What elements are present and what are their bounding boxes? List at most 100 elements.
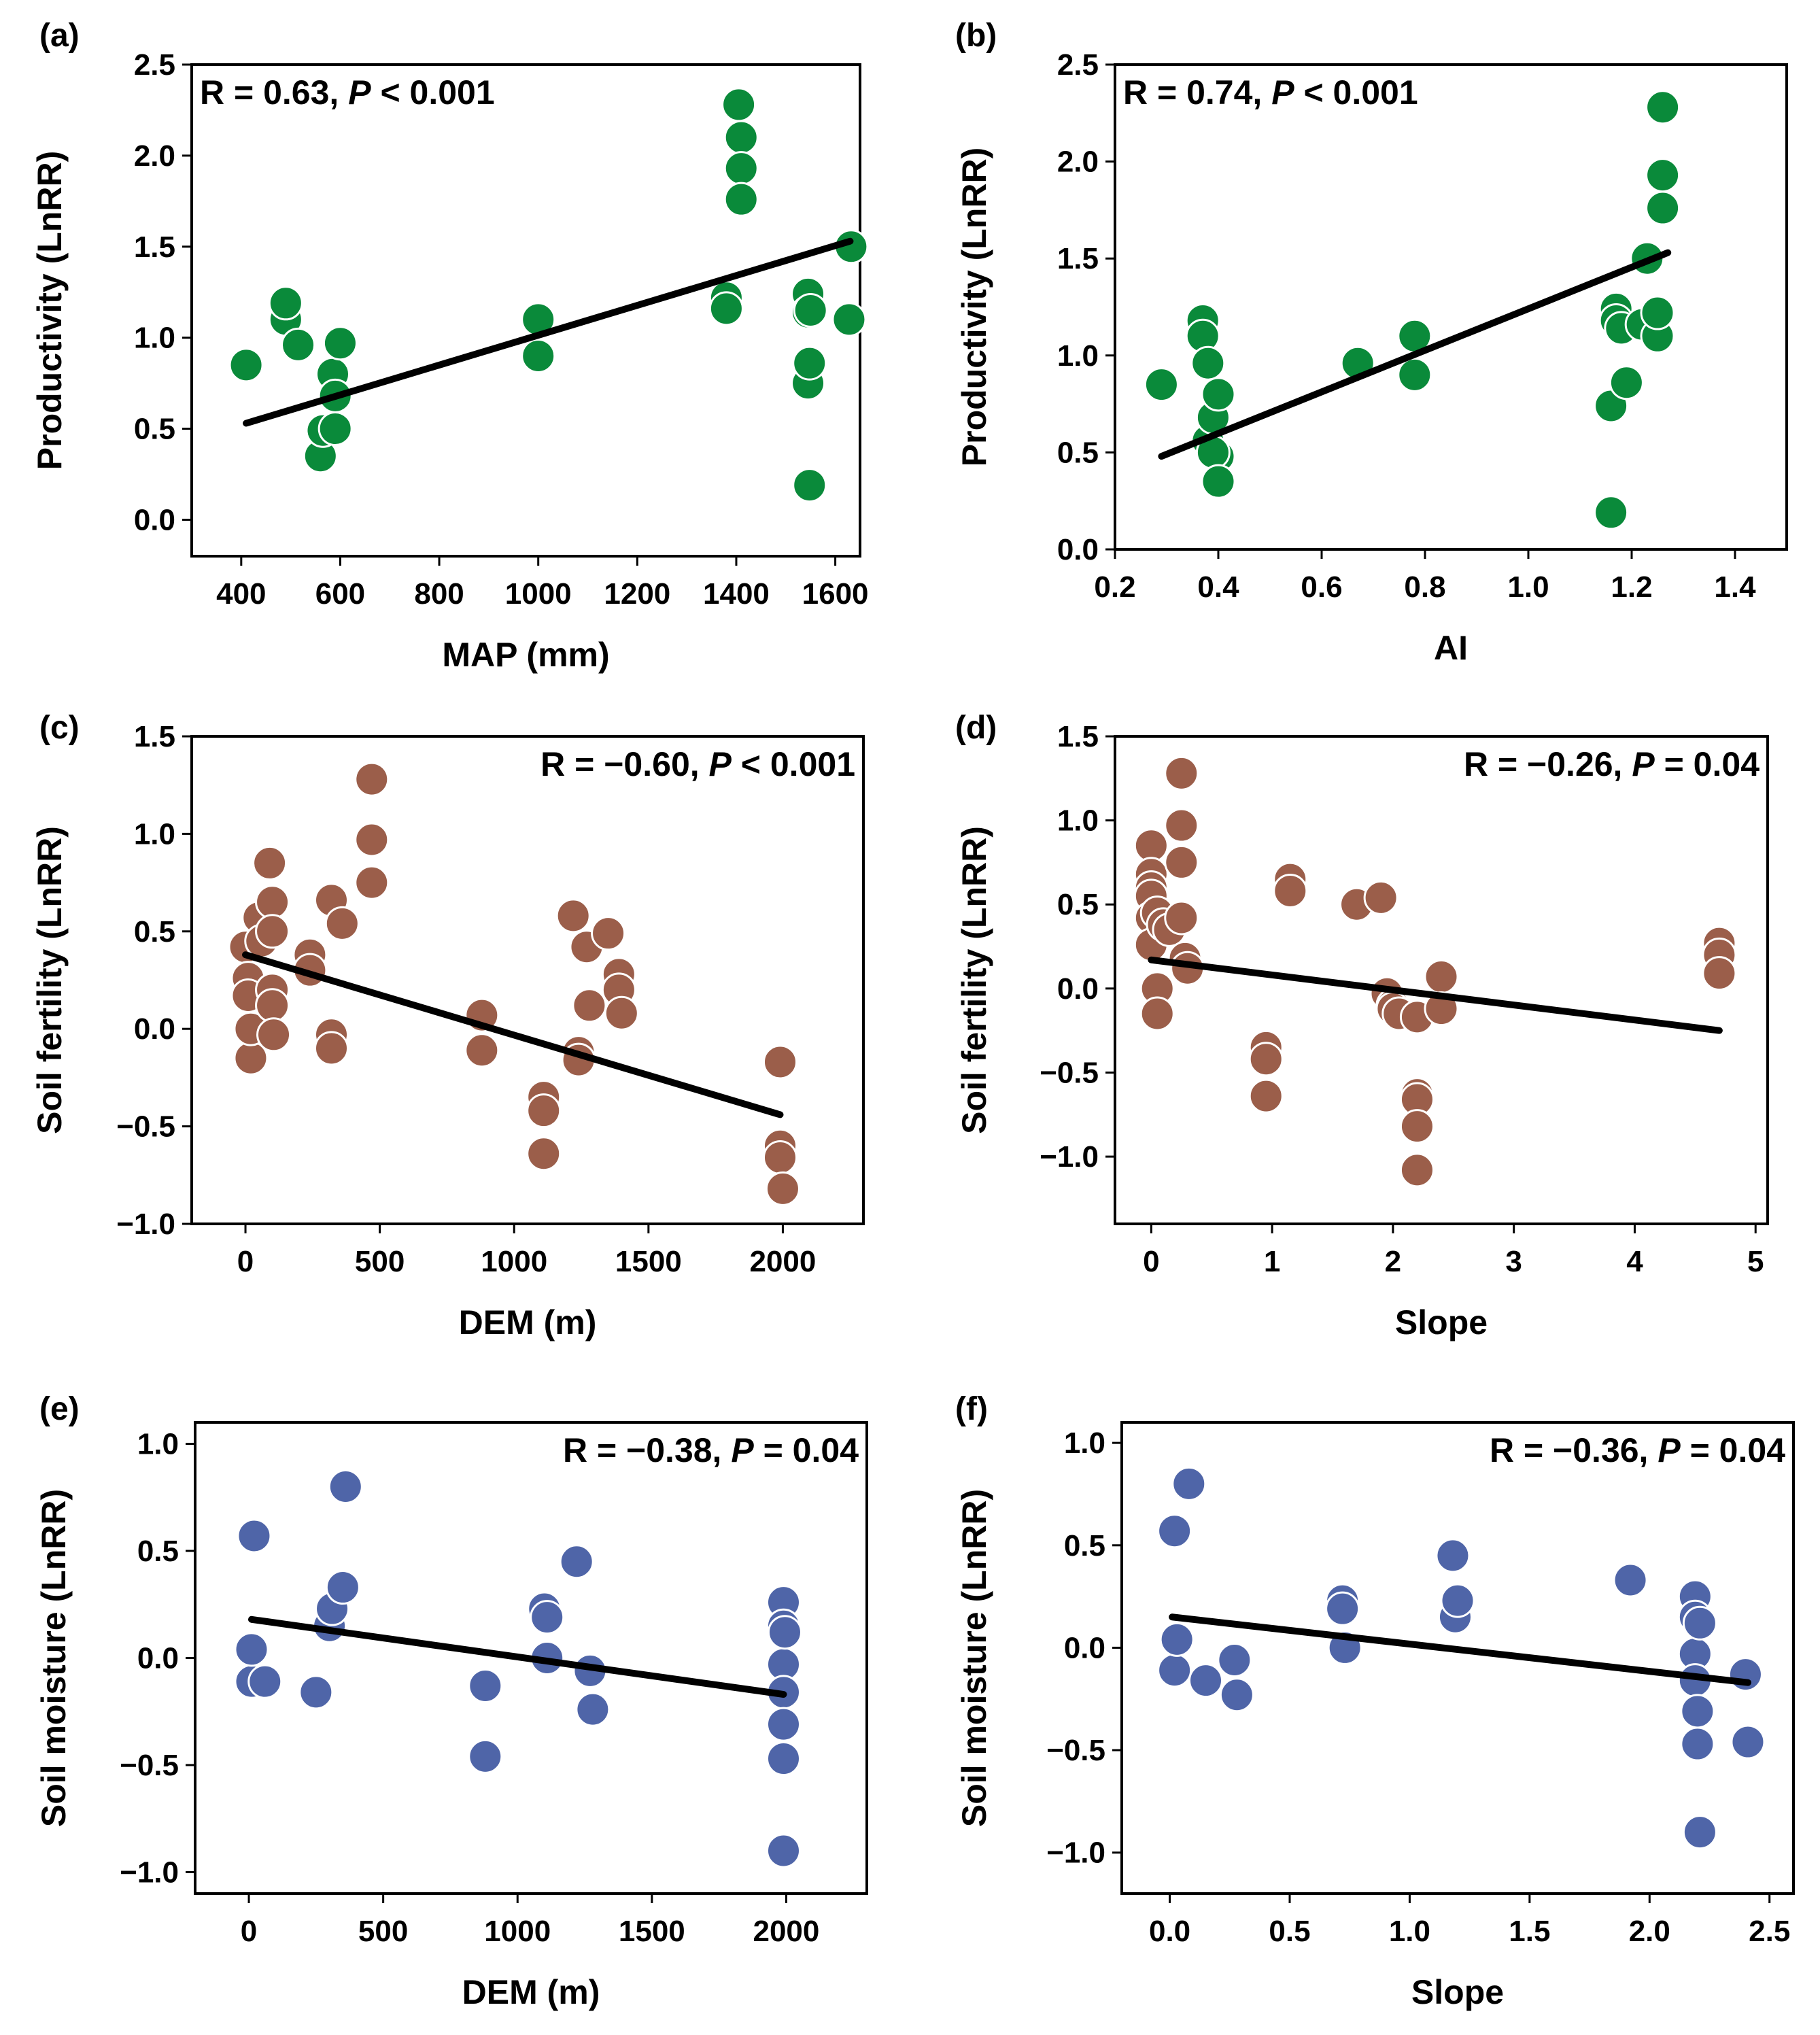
data-point: [591, 916, 626, 951]
y-tick-label: −0.5: [1040, 1056, 1099, 1089]
data-point: [1139, 996, 1175, 1031]
x-tick-label: 1: [1264, 1245, 1280, 1278]
panel-label: (d): [955, 710, 997, 746]
y-axis-title: Soil moisture (LnRR): [35, 1489, 73, 1827]
x-tick-label: 500: [358, 1915, 408, 1948]
y-tick-label: −0.5: [1046, 1734, 1105, 1767]
panel-d: 0 1 2 3 4 5 −1.0 −0.5 0.0 0.5 1.0 1.5 Slope Soil fert…: [955, 710, 1769, 1341]
data-point: [1164, 900, 1199, 936]
data-point: [604, 995, 639, 1031]
y-tick-label: 0.0: [1064, 1631, 1105, 1664]
data-point: [354, 865, 390, 900]
stat-p-label: P: [709, 745, 732, 783]
data-point: [1217, 1643, 1252, 1678]
y-tick-label: 1.0: [1064, 1426, 1105, 1460]
y-tick-label: 0.5: [134, 413, 175, 446]
data-point: [1682, 1605, 1717, 1641]
data-point: [1397, 357, 1432, 392]
y-tick-label: 2.5: [134, 48, 175, 82]
data-point: [1201, 377, 1236, 412]
y-tick-label: 1.5: [1057, 242, 1099, 275]
stat-r: R = 0.63,: [200, 73, 348, 112]
x-axis-title: DEM (m): [462, 1973, 600, 2011]
x-tick-label: 1000: [505, 577, 572, 611]
y-tick-label: 0.5: [1064, 1529, 1105, 1562]
data-point: [314, 1031, 349, 1066]
data-point: [521, 338, 556, 373]
data-point: [723, 120, 759, 155]
x-tick-label: 0.5: [1269, 1915, 1310, 1948]
x-tick-label: 1500: [615, 1245, 682, 1278]
x-tick-label: 5: [1747, 1245, 1764, 1278]
data-point: [354, 822, 390, 857]
x-tick-label: 2000: [753, 1915, 819, 1948]
data-point: [721, 87, 757, 122]
y-tick-label: −0.5: [120, 1749, 179, 1782]
data-point: [255, 914, 290, 949]
stat-r: R = −0.60,: [540, 745, 708, 783]
data-point: [1164, 844, 1199, 880]
panel-label: (f): [955, 1391, 988, 1427]
x-tick-label: 1500: [619, 1915, 685, 1948]
x-tick-label: 0: [241, 1915, 257, 1948]
y-axis-title: Productivity (LnRR): [955, 148, 993, 466]
y-tick-label: −0.5: [116, 1110, 175, 1144]
data-point: [237, 1518, 272, 1554]
data-point: [1190, 345, 1226, 381]
y-tick-label: −1.0: [116, 1208, 175, 1241]
stat-r: R = 0.74,: [1123, 73, 1271, 112]
data-point: [1424, 991, 1459, 1027]
x-tick-label: 0.4: [1197, 570, 1239, 604]
data-point: [354, 762, 390, 797]
data-point: [723, 182, 759, 217]
y-tick-label: 0.0: [134, 1012, 175, 1046]
data-point: [1609, 365, 1644, 400]
x-tick-label: 0.6: [1301, 570, 1342, 604]
x-tick-label: 0: [1143, 1245, 1159, 1278]
x-tick-label: 1400: [703, 577, 770, 611]
data-point: [1157, 1653, 1192, 1688]
x-tick-label: 800: [414, 577, 464, 611]
data-point: [708, 291, 744, 326]
data-point: [255, 885, 290, 920]
data-point: [1363, 880, 1398, 915]
x-tick-label: 1000: [481, 1245, 547, 1278]
data-point: [767, 1615, 802, 1650]
data-point: [572, 988, 607, 1023]
x-axis-title: DEM (m): [459, 1303, 597, 1341]
data-point: [526, 1136, 562, 1172]
y-tick-label: 1.5: [134, 230, 175, 264]
x-tick-label: 4: [1626, 1245, 1643, 1278]
data-point: [1164, 755, 1199, 791]
stat-p-label: P: [1632, 745, 1655, 783]
data-point: [831, 302, 867, 337]
data-point: [1201, 464, 1236, 499]
data-point: [464, 1033, 500, 1068]
data-point: [1645, 158, 1681, 193]
data-point: [766, 1833, 801, 1868]
data-point: [559, 1544, 594, 1579]
stat-p-value: < 0.001: [371, 73, 495, 112]
y-tick-label: 2.0: [134, 139, 175, 173]
data-point: [247, 1664, 283, 1699]
stat-r: R = −0.26,: [1464, 745, 1632, 783]
data-point: [255, 988, 290, 1023]
y-tick-label: 1.5: [134, 720, 175, 753]
x-tick-label: 400: [216, 577, 266, 611]
data-point: [468, 1668, 503, 1703]
data-point: [792, 468, 827, 503]
data-point: [1273, 873, 1308, 908]
y-tick-label: 1.0: [1057, 804, 1099, 838]
x-tick-label: 1.0: [1507, 570, 1549, 604]
x-tick-label: 0.2: [1094, 570, 1135, 604]
stat-annotation: R = 0.63, P < 0.001: [200, 73, 495, 112]
data-point: [252, 845, 288, 880]
plot-frame: [1114, 735, 1769, 1225]
data-point: [1248, 1042, 1284, 1077]
y-axis-title: Soil moisture (LnRR): [955, 1489, 993, 1827]
stat-p-value: < 0.001: [1294, 73, 1418, 112]
panel-f: 0.0 0.5 1.0 1.5 2.0 2.5 −1.0 −0.5 0.0 0.5 1.0 Slope…: [955, 1391, 1795, 2011]
data-point: [1248, 1078, 1284, 1114]
x-tick-label: 600: [315, 577, 365, 611]
